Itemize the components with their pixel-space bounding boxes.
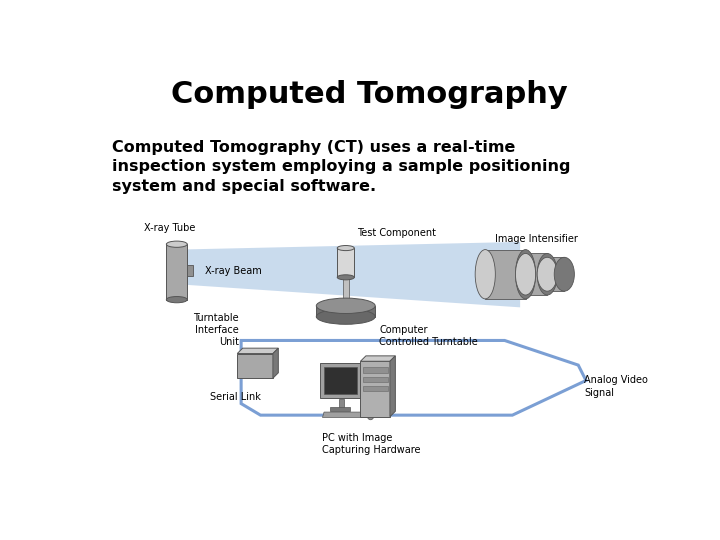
Bar (187, 265, 193, 276)
Text: X-ray Beam: X-ray Beam (204, 266, 261, 276)
Text: PC with Image
Capturing Hardware: PC with Image Capturing Hardware (323, 433, 421, 455)
Ellipse shape (166, 296, 187, 303)
Polygon shape (323, 412, 367, 417)
Bar (337, 248, 354, 278)
Text: X-ray Tube: X-ray Tube (144, 222, 196, 233)
Bar (339, 399, 344, 408)
Ellipse shape (475, 249, 495, 299)
Ellipse shape (537, 257, 557, 291)
Text: Analog Video
Signal: Analog Video Signal (585, 375, 648, 398)
Bar (363, 386, 387, 391)
Bar (316, 306, 375, 316)
Ellipse shape (516, 249, 536, 299)
Bar (166, 244, 187, 300)
Bar (363, 367, 387, 373)
Text: Serial Link: Serial Link (210, 393, 261, 402)
Bar (238, 354, 273, 378)
Ellipse shape (367, 410, 374, 420)
Ellipse shape (316, 298, 375, 314)
Text: Computed Tomography (CT) uses a real-time
inspection system employing a sample p: Computed Tomography (CT) uses a real-tim… (112, 140, 570, 194)
Text: Computer
Controlled Turntable: Computer Controlled Turntable (379, 325, 478, 347)
Bar (526, 253, 547, 295)
Bar (320, 363, 361, 398)
Ellipse shape (554, 257, 575, 291)
Bar (485, 249, 526, 299)
Ellipse shape (337, 275, 354, 280)
Ellipse shape (316, 309, 375, 325)
Text: Computed Tomography: Computed Tomography (171, 79, 567, 109)
Polygon shape (178, 242, 520, 307)
Polygon shape (361, 356, 395, 361)
Polygon shape (238, 348, 279, 354)
Bar (330, 407, 351, 410)
Text: Image Intensifier: Image Intensifier (495, 234, 577, 244)
Text: Test Component: Test Component (356, 228, 436, 238)
Bar (361, 361, 390, 417)
Text: Turntable
Interface
Unit: Turntable Interface Unit (193, 313, 239, 347)
Ellipse shape (166, 241, 187, 247)
Polygon shape (390, 356, 395, 417)
Bar (343, 273, 349, 308)
Ellipse shape (537, 253, 557, 295)
Bar (547, 257, 564, 291)
Ellipse shape (516, 253, 536, 295)
Bar (324, 367, 356, 394)
Polygon shape (273, 348, 279, 378)
Ellipse shape (337, 246, 354, 251)
Bar (363, 377, 387, 382)
